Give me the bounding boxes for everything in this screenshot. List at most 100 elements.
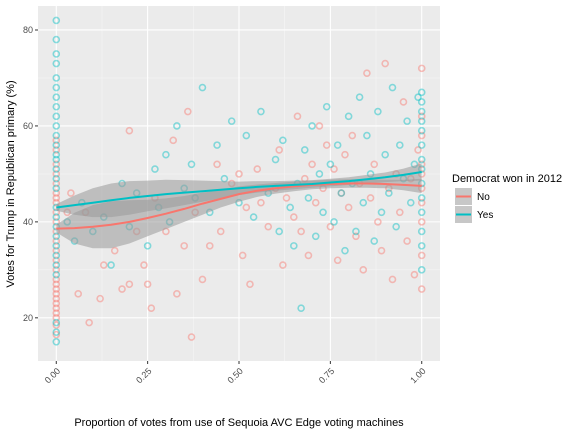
data-point-no [417,251,426,260]
data-point-no [304,251,313,260]
legend-keys: No Yes [455,188,493,223]
data-point-no [52,309,61,317]
data-point-no [74,290,82,298]
data-point-no [388,275,397,284]
data-point-no [184,107,192,116]
data-point-yes [213,141,221,149]
data-point-no [52,218,61,226]
data-point-no [264,222,273,231]
data-point-yes [52,270,61,279]
data-point-yes [417,88,426,97]
data-point-yes [52,74,61,82]
x-tick-label: 0.00 [43,366,62,385]
data-point-no [180,242,188,250]
data-point-no [363,69,371,77]
data-point-no [370,160,379,169]
data-point-no [366,194,375,202]
data-point-yes [52,59,61,68]
data-point-yes [381,150,389,159]
data-point-no [238,251,247,260]
data-point-yes [417,266,426,274]
data-point-yes [52,213,61,221]
data-point-yes [370,237,379,245]
data-point-yes [417,242,426,250]
x-tick-label: 0.50 [225,366,244,385]
x-axis-ticks: 0.00 0.25 0.50 0.75 1.00 [43,361,428,385]
data-point-yes [414,93,422,101]
data-point-yes [52,35,61,44]
data-point-no [147,304,156,313]
data-point-no [326,222,335,231]
data-point-no [257,198,265,207]
data-point-no [110,246,119,255]
data-point-no [118,285,126,293]
data-point-no [52,198,61,207]
data-point-no [52,146,61,154]
data-point-yes [352,227,360,236]
data-point-yes [315,170,324,178]
data-point-yes [374,107,382,116]
data-point-yes [52,184,61,193]
data-point-no [311,198,320,207]
data-point-no [308,160,316,169]
data-point-no [67,189,75,197]
data-point-no [216,227,225,236]
x-tick-label: 0.75 [317,366,336,385]
data-point-no [374,218,382,226]
data-point-yes [52,102,61,111]
y-axis-ticks: 20 40 60 80 [23,25,38,323]
data-point-no [330,165,338,173]
data-point-no [52,170,61,178]
y-tick-label: 40 [23,217,33,227]
data-point-no [52,314,61,322]
data-point-no [52,304,61,313]
data-point-yes [271,155,280,164]
data-point-no [417,112,426,121]
data-point-yes [297,304,305,313]
data-point-yes [417,98,426,106]
data-point-yes [403,117,411,125]
data-point-yes [275,227,284,236]
data-point-yes [319,208,327,217]
data-point-yes [52,165,61,173]
data-point-yes [52,141,61,149]
data-point-yes [333,141,342,149]
y-tick-label: 60 [23,121,33,131]
confidence-band-no [56,178,422,249]
data-point-no [52,194,61,202]
data-point-no [125,280,134,289]
data-point-yes [417,117,426,125]
data-point-no [410,270,419,279]
data-point-yes [355,93,364,101]
data-point-yes [198,83,207,92]
data-point-yes [52,122,61,130]
data-point-yes [417,141,426,149]
data-point-yes [52,155,61,164]
data-point-yes [52,174,61,183]
data-point-yes [322,102,331,111]
data-point-yes [52,83,61,92]
data-point-yes [359,198,368,207]
data-point-no [377,246,386,255]
data-point-no [359,266,368,274]
data-point-yes [173,122,181,130]
data-point-no [417,285,426,293]
y-tick-label: 20 [23,313,33,323]
data-point-yes [417,107,426,116]
data-point-no [52,179,61,188]
data-point-no [52,256,61,265]
data-point-no [417,131,426,140]
smooth-line-no [56,182,422,230]
data-point-no [213,160,221,169]
data-point-no [52,136,61,145]
data-point-no [414,146,422,154]
legend-label-yes: Yes [477,210,493,221]
data-point-no [417,218,426,226]
data-point-no [293,112,302,121]
data-point-no [52,237,61,245]
confidence-band-yes [56,163,422,218]
data-point-yes [249,213,258,221]
data-point-yes [363,131,371,140]
legend-label-no: No [477,192,490,203]
